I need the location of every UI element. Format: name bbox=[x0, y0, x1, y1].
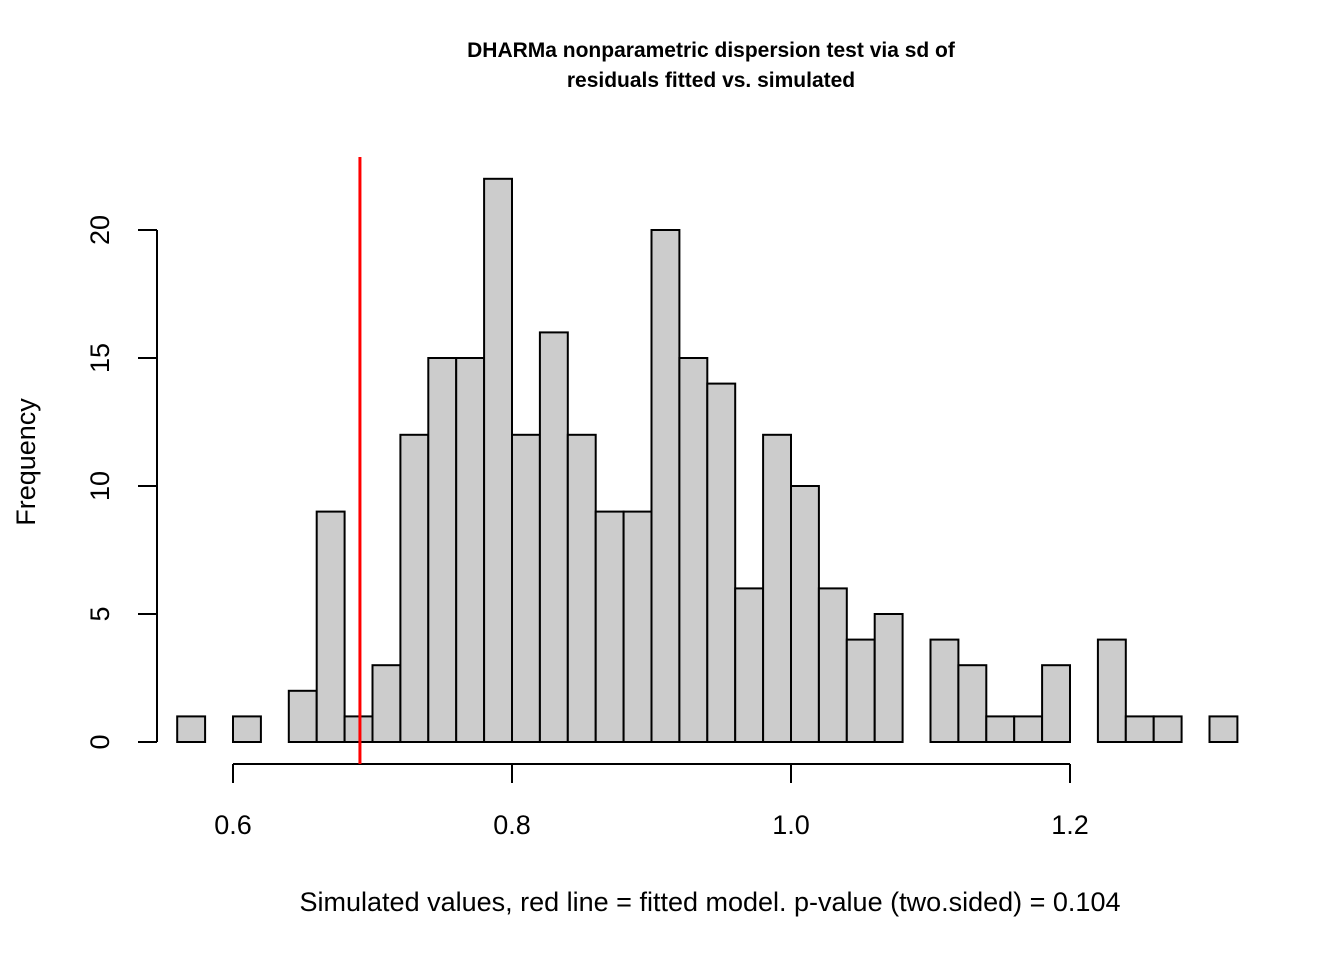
histogram-bar bbox=[566, 433, 597, 743]
x-axis: 0.6 0.8 1.0 1.2 bbox=[214, 763, 1089, 840]
chart-title-line1: DHARMa nonparametric dispersion test via… bbox=[467, 39, 956, 62]
y-tick-label: 5 bbox=[85, 606, 115, 621]
histogram-bar bbox=[1208, 715, 1239, 744]
chart-title-line2: residuals fitted vs. simulated bbox=[567, 69, 855, 92]
y-axis: 0 5 10 15 20 bbox=[85, 215, 158, 750]
histogram-bar bbox=[399, 433, 430, 743]
histogram-bar bbox=[985, 715, 1016, 744]
x-tick-label: 1.0 bbox=[772, 810, 810, 840]
histogram-bar bbox=[1013, 715, 1044, 744]
histogram-bar bbox=[538, 331, 569, 743]
histogram-bar bbox=[1152, 715, 1183, 744]
histogram-bar bbox=[1041, 664, 1071, 744]
y-tick-label: 15 bbox=[85, 343, 115, 373]
y-tick-label: 20 bbox=[85, 215, 115, 245]
histogram-bar bbox=[287, 689, 318, 743]
histogram-bar bbox=[1124, 715, 1155, 744]
histogram-bar bbox=[427, 357, 458, 743]
x-tick-label: 1.2 bbox=[1051, 810, 1089, 840]
histogram-bar bbox=[817, 587, 848, 744]
histogram-bar bbox=[650, 229, 681, 743]
x-axis-label: Simulated values, red line = fitted mode… bbox=[300, 887, 1121, 917]
histogram-bar bbox=[483, 177, 514, 744]
y-tick-label: 0 bbox=[85, 734, 115, 749]
x-tick-label: 0.6 bbox=[214, 810, 252, 840]
histogram-bar bbox=[873, 613, 904, 743]
histogram-bar bbox=[622, 510, 653, 743]
histogram-bar bbox=[371, 664, 402, 744]
histogram-bar bbox=[176, 715, 207, 744]
histogram-bar bbox=[1096, 638, 1127, 743]
histogram-bar bbox=[315, 510, 346, 743]
y-axis-label: Frequency bbox=[11, 398, 41, 526]
histogram-bar bbox=[957, 664, 988, 744]
histogram-bar bbox=[594, 510, 625, 743]
bars-group bbox=[176, 177, 1239, 744]
histogram-bar bbox=[845, 638, 876, 743]
histogram-bar bbox=[929, 638, 960, 743]
histogram-bar bbox=[790, 485, 820, 743]
x-tick-label: 0.8 bbox=[493, 810, 531, 840]
histogram-bar bbox=[678, 357, 709, 743]
histogram-bar bbox=[762, 433, 792, 743]
histogram-bar bbox=[455, 357, 486, 743]
y-tick-label: 10 bbox=[85, 471, 115, 501]
histogram-bar bbox=[232, 715, 262, 744]
histogram-bar bbox=[706, 382, 737, 743]
histogram-bar bbox=[511, 433, 541, 743]
histogram-bar bbox=[734, 587, 765, 744]
